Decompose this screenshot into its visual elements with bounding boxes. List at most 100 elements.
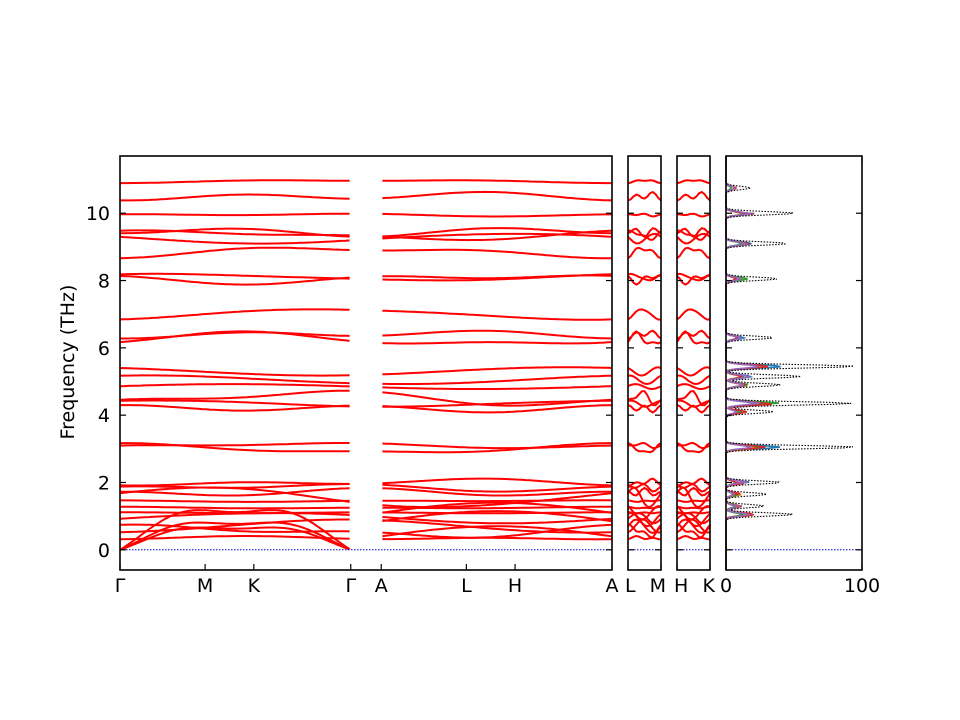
panel-frame <box>627 155 662 571</box>
band-line <box>119 483 613 493</box>
panel-frame <box>676 155 711 571</box>
band-line <box>676 227 711 239</box>
x-tick-label: K <box>248 575 261 597</box>
band-line <box>627 534 662 541</box>
band-line <box>676 190 711 202</box>
band-line <box>119 389 613 407</box>
y-tick-label: 4 <box>98 405 110 427</box>
total-dos-line <box>725 156 854 570</box>
band-line <box>627 212 662 218</box>
band-line <box>119 518 612 534</box>
x-tick-label: M <box>650 575 666 597</box>
band-line <box>120 487 612 497</box>
band-line <box>676 477 711 487</box>
x-tick-label: A <box>375 575 388 597</box>
band-line <box>627 390 662 407</box>
band-line <box>676 404 711 414</box>
band-line <box>120 442 612 454</box>
band-line <box>119 308 613 321</box>
band-line <box>627 486 662 497</box>
band-line <box>627 308 662 321</box>
y-axis: 0 2 4 6 8 10 <box>86 203 110 562</box>
band-line <box>676 329 711 340</box>
band-line <box>676 212 711 218</box>
panel-frame <box>119 155 613 571</box>
band-line <box>120 179 612 185</box>
band-line <box>119 442 612 450</box>
band-line <box>676 442 711 450</box>
band-line <box>676 399 711 408</box>
band-line <box>119 535 612 541</box>
y-tick-label: 6 <box>98 338 110 360</box>
band-line <box>119 229 613 242</box>
x-tick-label: M <box>197 575 213 597</box>
band-line <box>119 232 613 245</box>
band-line <box>627 179 662 185</box>
x-tick-label: K <box>703 575 716 597</box>
band-line <box>627 442 662 450</box>
band-line <box>119 510 613 551</box>
band-line <box>627 190 662 202</box>
band-line <box>119 501 613 551</box>
x-tick-label: L <box>625 575 636 597</box>
dos-x-tick-label: 100 <box>844 575 880 597</box>
band-line <box>627 404 662 414</box>
band-line <box>627 366 662 377</box>
band-line <box>119 525 613 551</box>
band-line <box>627 246 662 260</box>
band-line <box>676 486 711 497</box>
band-line <box>120 505 612 510</box>
x-tick-label: Γ <box>345 575 356 597</box>
band-line <box>120 190 613 202</box>
band-line <box>676 272 711 282</box>
band-line <box>120 212 613 218</box>
y-axis-label: Frequency (THz) <box>57 285 79 440</box>
band-line <box>120 227 613 238</box>
band-line <box>627 232 662 245</box>
band-line <box>676 232 711 245</box>
band-line <box>627 399 662 408</box>
band-line <box>120 511 612 515</box>
band-line <box>627 329 662 340</box>
band-line <box>119 272 613 282</box>
band-line <box>627 511 662 515</box>
band-line <box>627 374 662 386</box>
y-tick-label: 10 <box>86 203 110 225</box>
band-line <box>676 390 711 407</box>
band-line <box>120 404 613 414</box>
band-line <box>120 499 613 503</box>
band-line <box>627 512 662 525</box>
band-line <box>676 505 711 510</box>
x-tick-label: H <box>674 575 688 597</box>
band-line <box>676 366 711 377</box>
band-line <box>676 179 711 185</box>
band-line <box>676 512 711 525</box>
band-line <box>119 523 613 539</box>
band-line <box>627 383 662 391</box>
band-line <box>120 329 613 340</box>
panel-frame <box>725 155 863 571</box>
band-line <box>676 374 711 386</box>
y-tick-label: 0 <box>98 540 110 562</box>
band-line <box>120 477 613 487</box>
dos-x-tick-label: 0 <box>720 575 732 597</box>
band-line <box>676 246 711 260</box>
x-tick-label: A <box>606 575 619 597</box>
dos-panel: 0 100 <box>720 155 880 597</box>
band-line <box>119 383 613 390</box>
band-line <box>676 383 711 391</box>
band-line <box>676 511 711 515</box>
band-line <box>676 534 711 541</box>
band-line <box>627 518 662 534</box>
y-tick-label: 8 <box>98 271 110 293</box>
band-line <box>119 366 613 377</box>
x-tick-label: L <box>461 575 472 597</box>
x-tick-label: H <box>508 575 522 597</box>
y-tick-label: 2 <box>98 472 110 494</box>
band-line <box>627 227 662 239</box>
band-line <box>676 518 711 534</box>
